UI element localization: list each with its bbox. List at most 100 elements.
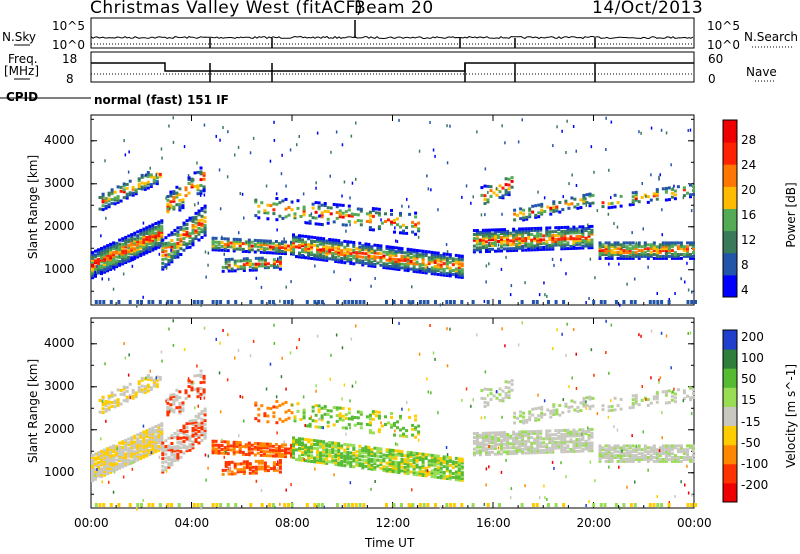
velocity-echo: [673, 457, 677, 461]
power-echo: [140, 175, 144, 179]
power-echo: [619, 194, 623, 198]
velocity-echo: [136, 433, 140, 437]
velocity-echo: [142, 442, 146, 446]
velocity-echo: [560, 432, 564, 436]
velocity-echo: [478, 433, 482, 437]
power-echo: [497, 239, 500, 243]
velocity-noise: [255, 479, 258, 483]
power-echo: [409, 259, 413, 263]
velocity-echo: [346, 451, 350, 454]
velocity-echo: [194, 434, 198, 438]
velocity-echo: [136, 458, 140, 462]
velocity-echo: [436, 475, 440, 479]
power-echo: [394, 252, 398, 256]
velocity-echo: [346, 460, 350, 464]
power-echo: [637, 249, 641, 253]
velocity-echo: [388, 458, 392, 462]
power-echo: [223, 237, 227, 241]
power-noise: [252, 136, 255, 140]
power-noise: [656, 292, 658, 295]
power-echo: [590, 232, 594, 236]
velocity-noise: [487, 394, 489, 397]
velocity-echo: [265, 442, 269, 446]
power-echo: [448, 257, 452, 260]
velocity-echo: [334, 461, 338, 465]
velocity-echo: [619, 450, 623, 454]
power-echo: [130, 248, 134, 252]
velocity-echo: [340, 463, 344, 467]
velocity-echo: [128, 394, 132, 398]
velocity-echo: [497, 442, 500, 446]
power-echo: [298, 251, 301, 255]
power-echo: [379, 258, 383, 261]
power-echo: [242, 263, 246, 267]
power-echo: [137, 179, 141, 183]
velocity-noise: [426, 377, 428, 381]
velocity-noise: [446, 453, 449, 457]
power-echo: [239, 259, 243, 263]
power-echo: [314, 222, 318, 226]
power-echo: [652, 249, 656, 253]
velocity-echo: [143, 387, 147, 390]
velocity-echo: [181, 409, 185, 413]
power-echo: [610, 256, 614, 260]
velocity-echo: [188, 421, 192, 425]
power-echo: [272, 264, 276, 267]
power-echo: [316, 257, 320, 261]
velocity-echo: [121, 453, 125, 457]
power-echo: [355, 254, 359, 258]
velocity-echo: [634, 456, 638, 459]
velocity-echo: [377, 414, 381, 418]
velocity-echo: [98, 410, 102, 414]
power-noise: [122, 272, 125, 276]
velocity-echo: [188, 443, 192, 446]
power-echo: [588, 202, 592, 206]
power-echo: [142, 252, 146, 256]
velocity-echo: [236, 470, 240, 474]
power-echo: [290, 248, 293, 252]
velocity-echo: [113, 405, 117, 409]
velocity-echo: [179, 429, 183, 432]
power-echo: [103, 266, 107, 270]
power-echo: [116, 195, 120, 199]
velocity-echo: [436, 458, 440, 462]
power-echo: [358, 259, 362, 263]
power-echo: [512, 249, 516, 252]
velocity-echo: [179, 450, 183, 454]
velocity-echo: [566, 450, 570, 454]
power-echo: [194, 237, 198, 240]
power-echo: [248, 261, 252, 264]
velocity-echo: [139, 433, 143, 437]
power-echo: [287, 248, 290, 252]
x-tick-label: 08:00: [275, 516, 310, 530]
velocity-echo: [176, 441, 180, 445]
velocity-echo: [619, 457, 623, 461]
power-noise: [203, 193, 206, 197]
power-echo: [160, 230, 164, 234]
power-echo: [268, 251, 272, 255]
power-echo: [610, 201, 614, 205]
velocity-echo: [400, 461, 404, 465]
velocity-echo: [548, 446, 552, 450]
power-echo: [337, 246, 341, 250]
power-echo: [118, 248, 122, 252]
power-echo: [254, 200, 258, 204]
velocity-echo: [101, 407, 105, 411]
velocity-echo: [634, 399, 638, 403]
power-echo: [137, 186, 141, 190]
power-echo: [692, 185, 695, 189]
power-echo: [566, 241, 570, 245]
power-echo: [290, 250, 293, 254]
power-echo: [481, 238, 485, 242]
velocity-echo: [670, 444, 674, 448]
velocity-echo: [199, 394, 203, 398]
velocity-noise: [128, 353, 130, 357]
power-echo: [506, 231, 510, 235]
velocity-echo: [334, 441, 338, 445]
velocity-echo: [507, 390, 511, 394]
power-echo: [130, 237, 134, 240]
power-echo: [619, 251, 623, 255]
velocity-echo: [266, 420, 270, 424]
velocity-echo: [380, 424, 384, 428]
power-echo: [103, 253, 107, 257]
